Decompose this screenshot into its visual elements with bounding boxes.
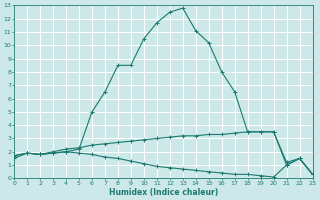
X-axis label: Humidex (Indice chaleur): Humidex (Indice chaleur)	[109, 188, 218, 197]
